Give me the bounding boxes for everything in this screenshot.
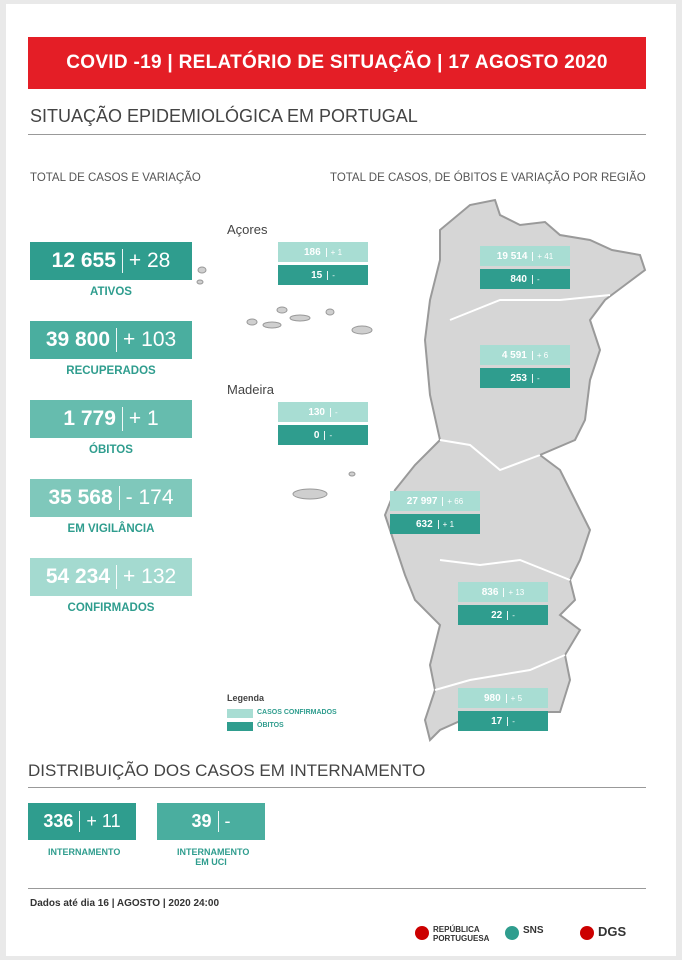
- region-deaths: 840-: [480, 269, 570, 289]
- confirmed-value: 4 591: [501, 349, 527, 361]
- logo-icon: [505, 926, 519, 940]
- divider: [28, 134, 646, 135]
- total-box: 39 800 + 103: [30, 321, 192, 359]
- region-confirmed: 4 591 + 6: [480, 345, 570, 365]
- total-box: 54 234 + 132: [30, 558, 192, 596]
- confirmed-value: 836: [481, 586, 499, 598]
- logo-icon: [415, 926, 429, 940]
- total-value: 12 655: [51, 249, 116, 272]
- hospital-box: 39-: [157, 803, 265, 840]
- logo-icon: [580, 926, 594, 940]
- region-confirmed: 980 + 5: [458, 688, 548, 708]
- region-confirmed: 186 + 1: [278, 242, 368, 262]
- confirmed-value: 980: [483, 692, 501, 704]
- divider: [28, 888, 646, 889]
- confirmed-change: + 6: [531, 350, 548, 360]
- portugal-outline: [383, 198, 647, 742]
- total-box: 1 779 + 1: [30, 400, 192, 438]
- region-confirmed: 130-: [278, 402, 368, 422]
- legend-label-deaths: ÓBITOS: [257, 722, 284, 729]
- deaths-change: -: [507, 716, 515, 726]
- logo-text: SNS: [523, 925, 544, 936]
- total-value: 54 234: [45, 565, 111, 588]
- header-bar: COVID -19 | RELATÓRIO DE SITUAÇÃO | 17 A…: [28, 37, 646, 89]
- deaths-value: 22: [491, 609, 503, 621]
- deaths-value: 253: [510, 372, 527, 384]
- deaths-value: 632: [415, 518, 433, 530]
- legend-title: Legenda: [227, 693, 265, 703]
- right-subtitle: TOTAL DE CASOS, DE ÓBITOS E VARIAÇÃO POR…: [330, 172, 646, 184]
- region-deaths: 0-: [278, 425, 368, 445]
- confirmed-value: 27 997: [406, 495, 438, 507]
- total-change: - 174: [118, 486, 174, 510]
- deaths-change: -: [327, 270, 335, 280]
- deaths-value: 17: [491, 715, 503, 727]
- total-change: + 103: [116, 328, 176, 352]
- region-deaths: 22-: [458, 605, 548, 625]
- deaths-change: -: [324, 430, 332, 440]
- map: [196, 198, 647, 742]
- total-label: ÓBITOS: [89, 444, 133, 456]
- logo-text: DGS: [598, 924, 627, 939]
- total-change: + 28: [121, 249, 170, 273]
- section-title: DISTRIBUIÇÃO DOS CASOS EM INTERNAMENTO: [28, 761, 426, 780]
- region-confirmed: 27 997 + 66: [390, 491, 480, 511]
- confirmed-change: + 5: [505, 693, 522, 703]
- page: COVID -19 | RELATÓRIO DE SITUAÇÃO | 17 A…: [6, 4, 676, 956]
- confirmed-change: + 41: [532, 251, 553, 261]
- total-value: 1 779: [63, 407, 116, 430]
- region-deaths: 15-: [278, 265, 368, 285]
- total-label: EM VIGILÂNCIA: [67, 523, 155, 535]
- legend-swatch-deaths: [227, 722, 253, 731]
- region-deaths: 632 + 1: [390, 514, 480, 534]
- total-label: ATIVOS: [90, 286, 132, 298]
- deaths-value: 15: [311, 269, 323, 281]
- hospital-change: + 11: [79, 811, 121, 832]
- region-deaths: 253-: [480, 368, 570, 388]
- hospital-box: 336 + 11: [28, 803, 136, 840]
- hospital-value: 39: [191, 811, 212, 831]
- section-title: SITUAÇÃO EPIDEMIOLÓGICA EM PORTUGAL: [30, 106, 418, 126]
- total-label: RECUPERADOS: [66, 365, 156, 377]
- map-shapes: [196, 198, 647, 742]
- islands: [196, 266, 373, 500]
- region-name: Açores: [227, 222, 268, 237]
- total-value: 35 568: [48, 486, 113, 509]
- hospital-change: -: [217, 811, 231, 832]
- total-box: 12 655 + 28: [30, 242, 192, 280]
- total-value: 39 800: [45, 328, 111, 351]
- left-subtitle: TOTAL DE CASOS E VARIAÇÃO: [30, 172, 201, 184]
- confirmed-value: 19 514: [496, 250, 528, 262]
- logo-text: REPÚBLICA PORTUGUESA: [433, 925, 490, 943]
- total-change: + 132: [116, 565, 176, 589]
- legend-swatch-confirmed: [227, 709, 253, 718]
- confirmed-change: -: [330, 407, 338, 417]
- hospital-label: INTERNAMENTO: [48, 847, 121, 857]
- confirmed-value: 186: [303, 246, 321, 258]
- legend-label-confirmed: CASOS CONFIRMADOS: [257, 709, 337, 716]
- confirmed-change: + 13: [503, 587, 524, 597]
- deaths-value: 0: [313, 429, 320, 441]
- region-confirmed: 19 514 + 41: [480, 246, 570, 266]
- deaths-change: -: [532, 274, 540, 284]
- divider: [28, 787, 646, 788]
- total-label: CONFIRMADOS: [67, 602, 155, 614]
- total-change: + 1: [121, 407, 159, 431]
- deaths-value: 840: [510, 273, 527, 285]
- region-confirmed: 836 + 13: [458, 582, 548, 602]
- hospital-label: INTERNAMENTO EM UCI: [177, 847, 250, 867]
- hospital-value: 336: [43, 811, 74, 831]
- confirmed-value: 130: [308, 406, 325, 418]
- footer-note: Dados até dia 16 | AGOSTO | 2020 24:00: [30, 898, 220, 909]
- deaths-change: -: [532, 373, 540, 383]
- confirmed-change: + 1: [325, 247, 342, 257]
- deaths-change: + 1: [437, 519, 454, 529]
- deaths-change: -: [507, 610, 515, 620]
- region-name: Madeira: [227, 382, 274, 397]
- total-box: 35 568- 174: [30, 479, 192, 517]
- region-deaths: 17-: [458, 711, 548, 731]
- confirmed-change: + 66: [442, 496, 463, 506]
